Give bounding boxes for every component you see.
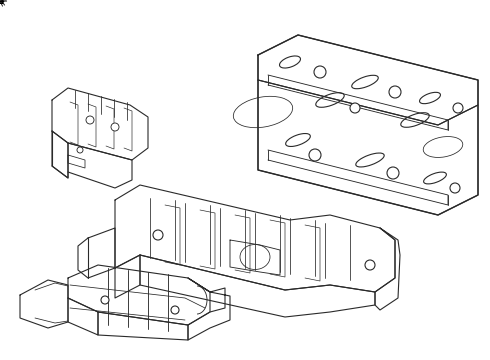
Polygon shape (52, 88, 148, 160)
Polygon shape (78, 228, 115, 278)
Polygon shape (115, 255, 140, 298)
Polygon shape (68, 143, 132, 188)
Polygon shape (115, 185, 395, 292)
Polygon shape (258, 80, 478, 215)
Text: 4: 4 (0, 0, 7, 7)
Circle shape (450, 183, 460, 193)
Text: 2: 2 (0, 0, 4, 7)
Polygon shape (188, 278, 230, 340)
Circle shape (111, 123, 119, 131)
Circle shape (101, 296, 109, 304)
Circle shape (389, 86, 401, 98)
Polygon shape (258, 35, 478, 125)
Circle shape (365, 260, 375, 270)
Circle shape (171, 306, 179, 314)
Text: 1: 1 (0, 0, 6, 7)
Polygon shape (98, 312, 188, 340)
Polygon shape (20, 280, 68, 328)
Circle shape (350, 103, 360, 113)
Polygon shape (375, 228, 400, 310)
Circle shape (309, 149, 321, 161)
Circle shape (314, 66, 326, 78)
Circle shape (453, 103, 463, 113)
Circle shape (77, 147, 83, 153)
Circle shape (86, 116, 94, 124)
Polygon shape (68, 265, 210, 325)
Text: 3: 3 (0, 0, 4, 7)
Polygon shape (68, 298, 98, 335)
Circle shape (387, 167, 399, 179)
Circle shape (153, 230, 163, 240)
Polygon shape (52, 131, 68, 178)
Polygon shape (140, 255, 375, 317)
